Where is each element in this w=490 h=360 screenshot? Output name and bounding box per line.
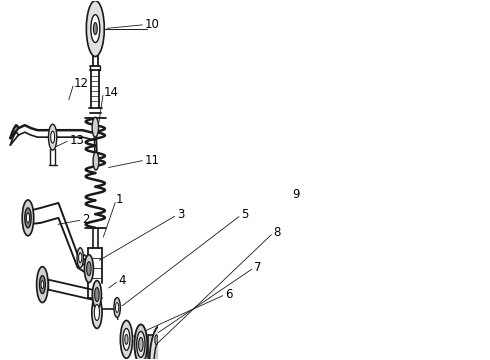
- Polygon shape: [148, 336, 155, 360]
- Circle shape: [77, 248, 83, 268]
- Circle shape: [155, 335, 158, 345]
- Circle shape: [158, 352, 165, 360]
- Text: 10: 10: [145, 18, 160, 31]
- Circle shape: [40, 276, 45, 293]
- Circle shape: [22, 200, 34, 236]
- Text: 12: 12: [74, 77, 89, 90]
- Circle shape: [41, 280, 44, 289]
- Circle shape: [49, 124, 57, 150]
- Ellipse shape: [137, 332, 145, 357]
- Text: 13: 13: [70, 134, 85, 147]
- Text: 6: 6: [225, 288, 233, 301]
- Circle shape: [92, 297, 102, 328]
- Circle shape: [95, 288, 99, 302]
- Text: 9: 9: [292, 188, 299, 202]
- Circle shape: [26, 213, 29, 223]
- Text: 14: 14: [103, 86, 118, 99]
- Circle shape: [154, 338, 170, 360]
- Ellipse shape: [121, 320, 132, 358]
- Text: 1: 1: [116, 193, 123, 206]
- Ellipse shape: [139, 337, 143, 351]
- Text: 11: 11: [145, 154, 160, 167]
- Circle shape: [116, 302, 119, 312]
- Circle shape: [25, 208, 31, 228]
- Circle shape: [84, 255, 94, 283]
- Circle shape: [93, 280, 101, 309]
- Text: 4: 4: [119, 274, 126, 287]
- Circle shape: [51, 131, 54, 143]
- Circle shape: [92, 117, 98, 137]
- Circle shape: [91, 15, 100, 42]
- Ellipse shape: [134, 324, 147, 360]
- Text: 7: 7: [254, 261, 262, 274]
- Text: 5: 5: [241, 208, 248, 221]
- Circle shape: [149, 324, 174, 360]
- Circle shape: [166, 335, 169, 345]
- Ellipse shape: [125, 334, 128, 345]
- Circle shape: [37, 267, 48, 302]
- Text: 3: 3: [177, 208, 184, 221]
- Ellipse shape: [123, 328, 130, 350]
- Circle shape: [78, 253, 82, 263]
- Text: 8: 8: [273, 226, 281, 239]
- Circle shape: [114, 298, 121, 318]
- Circle shape: [87, 262, 91, 276]
- Circle shape: [94, 23, 97, 35]
- Text: 2: 2: [82, 213, 90, 226]
- Circle shape: [95, 305, 99, 320]
- Circle shape: [86, 1, 104, 57]
- Circle shape: [93, 152, 99, 170]
